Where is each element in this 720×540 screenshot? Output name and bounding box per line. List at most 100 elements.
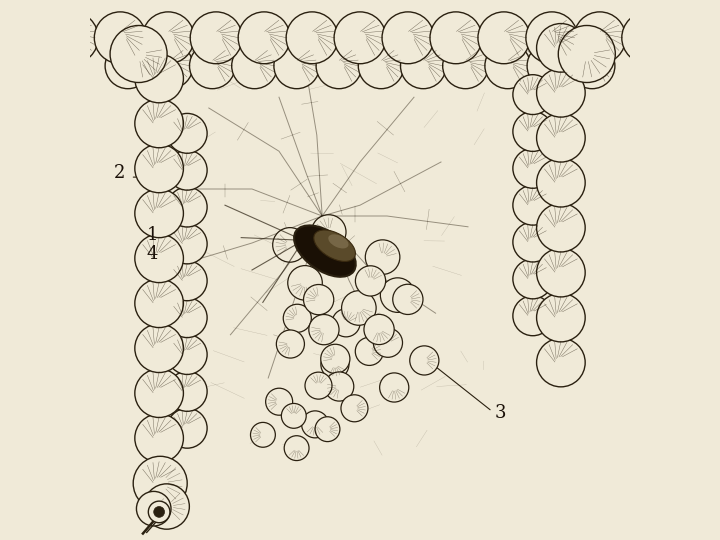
Circle shape: [135, 414, 184, 462]
Circle shape: [167, 261, 207, 301]
Circle shape: [135, 324, 184, 373]
Circle shape: [485, 43, 531, 89]
Circle shape: [305, 372, 332, 399]
Circle shape: [536, 113, 585, 162]
Text: 3: 3: [495, 404, 506, 422]
Circle shape: [478, 12, 530, 64]
Circle shape: [167, 408, 207, 448]
Circle shape: [312, 215, 346, 249]
Circle shape: [286, 12, 338, 64]
Circle shape: [273, 228, 307, 262]
Circle shape: [302, 411, 328, 438]
Circle shape: [148, 43, 193, 89]
Circle shape: [238, 12, 290, 64]
Circle shape: [110, 25, 167, 83]
Circle shape: [374, 328, 402, 357]
Circle shape: [284, 436, 309, 461]
Circle shape: [167, 335, 207, 374]
Circle shape: [251, 422, 275, 447]
Circle shape: [513, 75, 553, 114]
Circle shape: [513, 148, 553, 188]
Circle shape: [167, 372, 207, 411]
Circle shape: [167, 187, 207, 227]
Circle shape: [379, 373, 409, 402]
Circle shape: [622, 12, 674, 64]
Circle shape: [382, 12, 434, 64]
Circle shape: [135, 144, 184, 193]
Circle shape: [570, 43, 615, 89]
Circle shape: [315, 417, 340, 442]
Circle shape: [266, 388, 292, 415]
Circle shape: [334, 12, 386, 64]
Circle shape: [105, 43, 150, 89]
Circle shape: [526, 12, 577, 64]
Circle shape: [513, 185, 553, 225]
Circle shape: [410, 346, 439, 375]
Circle shape: [232, 43, 277, 89]
Circle shape: [274, 43, 320, 89]
Circle shape: [143, 12, 194, 64]
Ellipse shape: [314, 230, 356, 261]
Circle shape: [332, 309, 360, 337]
Circle shape: [167, 113, 207, 153]
Circle shape: [536, 248, 585, 297]
Circle shape: [135, 459, 184, 508]
Text: 2: 2: [114, 164, 125, 182]
Circle shape: [513, 259, 553, 299]
Circle shape: [355, 338, 383, 366]
Circle shape: [135, 279, 184, 328]
Circle shape: [325, 372, 354, 401]
Circle shape: [536, 69, 585, 117]
Circle shape: [283, 304, 311, 332]
Circle shape: [364, 314, 394, 345]
Text: 4: 4: [146, 245, 158, 263]
Circle shape: [276, 330, 305, 358]
Text: 1: 1: [146, 226, 158, 244]
Ellipse shape: [328, 234, 348, 248]
Circle shape: [536, 158, 585, 207]
Circle shape: [167, 150, 207, 190]
Circle shape: [513, 112, 553, 151]
Circle shape: [513, 222, 553, 262]
Circle shape: [135, 54, 184, 103]
Circle shape: [94, 12, 146, 64]
Ellipse shape: [294, 225, 356, 277]
Circle shape: [320, 345, 350, 374]
Circle shape: [558, 25, 616, 83]
Circle shape: [400, 43, 446, 89]
Circle shape: [321, 350, 349, 379]
Circle shape: [309, 314, 339, 345]
Circle shape: [288, 266, 323, 300]
Circle shape: [430, 12, 482, 64]
Circle shape: [154, 507, 165, 517]
Circle shape: [144, 484, 189, 529]
Circle shape: [513, 296, 553, 336]
Circle shape: [341, 291, 376, 325]
Circle shape: [190, 12, 242, 64]
Circle shape: [167, 298, 207, 338]
Circle shape: [189, 43, 235, 89]
Circle shape: [527, 43, 572, 89]
Circle shape: [46, 12, 98, 64]
Circle shape: [359, 43, 404, 89]
Circle shape: [536, 338, 585, 387]
Circle shape: [365, 240, 400, 274]
Circle shape: [133, 456, 187, 510]
Circle shape: [135, 369, 184, 417]
Circle shape: [135, 234, 184, 282]
Circle shape: [282, 403, 306, 428]
Circle shape: [536, 293, 585, 342]
Circle shape: [148, 501, 170, 523]
Circle shape: [536, 204, 585, 252]
Circle shape: [304, 285, 334, 315]
Circle shape: [316, 43, 361, 89]
Circle shape: [341, 395, 368, 422]
Circle shape: [356, 266, 386, 296]
Circle shape: [135, 99, 184, 148]
Circle shape: [536, 24, 585, 72]
Circle shape: [380, 278, 415, 312]
Circle shape: [574, 12, 626, 64]
Circle shape: [443, 43, 488, 89]
Circle shape: [135, 189, 184, 238]
Circle shape: [137, 491, 171, 526]
